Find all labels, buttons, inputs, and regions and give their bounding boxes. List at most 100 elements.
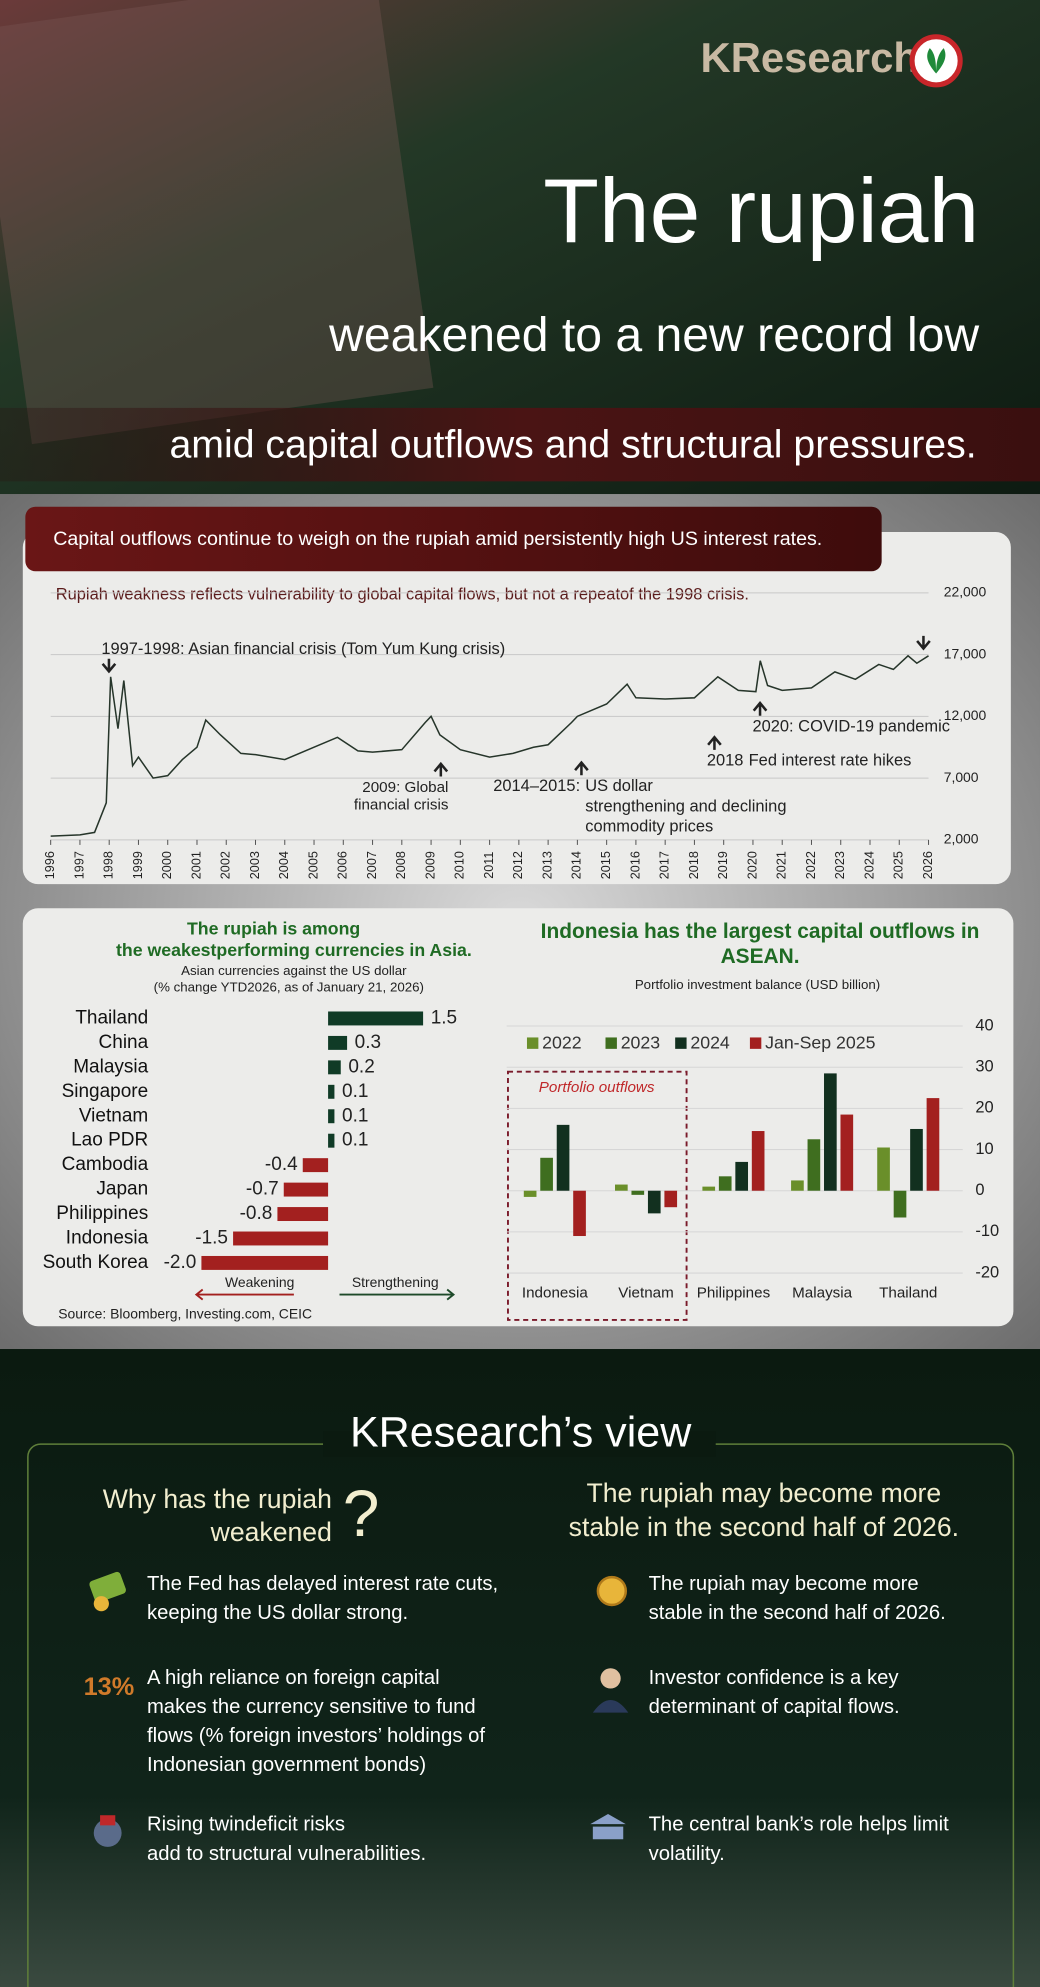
arrow <box>916 635 931 651</box>
x-tick-label: 2017 <box>658 851 672 879</box>
x-tick-label: 2020 <box>745 851 759 879</box>
value-label: 0.1 <box>342 1081 368 1102</box>
section-title: KResearch’s view <box>350 1409 692 1457</box>
bar <box>926 1098 940 1191</box>
line <box>50 654 929 837</box>
annotation: financial crisis <box>354 797 449 814</box>
category-label: Indonesia <box>522 1284 588 1301</box>
legend-swatch <box>605 1037 617 1049</box>
y-tick-label: 40 <box>975 1016 993 1034</box>
legend-swatch <box>675 1037 687 1049</box>
value-label: 0.2 <box>348 1056 374 1077</box>
x-tick-label: 2004 <box>277 851 291 879</box>
annotation: strengthening and declining <box>585 797 786 815</box>
annotation: 2018 <box>707 752 744 770</box>
item-text: A high reliance on foreign capital <box>147 1667 440 1689</box>
annotation: US dollar <box>585 777 653 795</box>
value-label: -1.5 <box>195 1228 228 1249</box>
category-label: Indonesia <box>66 1228 149 1249</box>
icon-person-body <box>592 1699 629 1713</box>
annotation: 2009: Global <box>362 779 448 796</box>
highlight-box <box>507 1070 688 1321</box>
icon-coin <box>93 1596 109 1612</box>
arrow <box>101 658 117 674</box>
bar <box>302 1158 329 1173</box>
x-tick-label: 2018 <box>687 851 701 879</box>
x-tick-label: 2001 <box>189 851 203 879</box>
bar <box>718 1176 732 1191</box>
chart-subtitle: Asian currencies against the US dollar <box>181 963 407 978</box>
y-tick-label: 20 <box>975 1099 993 1117</box>
y-tick-label: -20 <box>975 1263 999 1281</box>
value-label: -0.4 <box>265 1154 298 1175</box>
x-tick-label: 2019 <box>716 851 730 879</box>
annotation: 1997-1998: Asian financial crisis (Tom Y… <box>101 640 505 658</box>
bar <box>791 1180 804 1191</box>
grouped-bar-chart: -20 -10 0 10 20 30 40 2022 2023 2024 Jan-Sep 2025 I… <box>506 1016 999 1301</box>
x-tick-label: 2015 <box>599 851 613 879</box>
bar <box>807 1139 821 1191</box>
annotation: 2020: COVID-19 pandemic <box>752 717 950 735</box>
category-label: Thailand <box>879 1284 937 1301</box>
banknote <box>0 0 434 445</box>
card-banner <box>25 506 882 572</box>
x-tick-label: 2024 <box>862 851 876 879</box>
chart-title: ASEAN. <box>721 945 800 968</box>
bar <box>751 1131 765 1191</box>
subtitle-band <box>0 407 1040 482</box>
logo-leaf <box>927 48 946 74</box>
line-chart: 2,000 7,000 12,000 17,000 22,000 1996 1997 1998… <box>43 584 987 880</box>
bar <box>702 1186 716 1191</box>
category-label: Philippines <box>697 1284 771 1301</box>
card-banner-text: Capital outflows continue to weigh on th… <box>53 528 822 550</box>
x-tick-label: 2011 <box>482 852 496 879</box>
bar <box>277 1207 329 1222</box>
bar <box>556 1124 570 1191</box>
y-tick-label: 10 <box>975 1140 993 1158</box>
chart-title: Indonesia has the largest capital outflo… <box>541 920 980 943</box>
source: Source: Bloomberg, Investing.com, CEIC <box>58 1306 312 1322</box>
icon-piggy <box>93 1819 122 1847</box>
icon-bank <box>590 1813 626 1840</box>
x-tick-label: 2008 <box>394 851 408 879</box>
category-label: South Korea <box>43 1252 149 1273</box>
title: The rupiah <box>543 160 979 262</box>
bar <box>664 1190 678 1208</box>
item-text: The Fed has delayed interest rate cuts, <box>147 1573 498 1595</box>
icon-coin <box>596 1575 628 1607</box>
x-tick-label: 2014 <box>570 851 584 879</box>
bar <box>283 1182 329 1197</box>
bar <box>735 1161 749 1191</box>
bar-chart: Thailand 1.5 China 0.3 Malaysia 0.2 Singapore 0… <box>43 1007 458 1272</box>
y-tick-label: 22,000 <box>944 584 987 600</box>
annotation: commodity prices <box>585 818 713 836</box>
bar <box>824 1073 837 1191</box>
heading: weakened <box>210 1517 332 1547</box>
item-text: add to structural vulnerabilities. <box>147 1843 426 1865</box>
axis-arrow <box>194 1288 294 1301</box>
x-tick-label: 1999 <box>131 851 145 879</box>
y-tick-label: 7,000 <box>944 769 979 785</box>
bar <box>328 1035 348 1050</box>
chart-subtitle: (% change YTD2026, as of January 21, 202… <box>154 980 424 995</box>
y-tick-label: 30 <box>975 1058 993 1076</box>
item-text: Indonesian government bonds) <box>147 1754 426 1776</box>
y-tick-label: 12,000 <box>944 707 987 723</box>
x-tick-label: 2007 <box>365 851 379 879</box>
legend-label: 2022 <box>542 1032 581 1052</box>
x-tick-label: 2009 <box>423 851 437 879</box>
icon-label: 13% <box>84 1673 135 1701</box>
axis-label: Weakening <box>225 1274 294 1290</box>
value-label: -0.8 <box>240 1203 273 1224</box>
x-tick-label: 1998 <box>102 851 116 879</box>
bar <box>328 1109 335 1124</box>
category-label: Cambodia <box>62 1154 149 1175</box>
category-label: Lao PDR <box>71 1130 148 1151</box>
x-tick-label: 2002 <box>219 851 233 879</box>
x-tick-label: 2012 <box>511 851 525 879</box>
annotation: 2014–2015: <box>493 777 580 795</box>
heading: The rupiah may become more <box>586 1478 941 1508</box>
subtitle: weakened to a new record low <box>328 308 979 362</box>
question-mark: ? <box>343 1476 380 1550</box>
bar <box>647 1190 661 1214</box>
